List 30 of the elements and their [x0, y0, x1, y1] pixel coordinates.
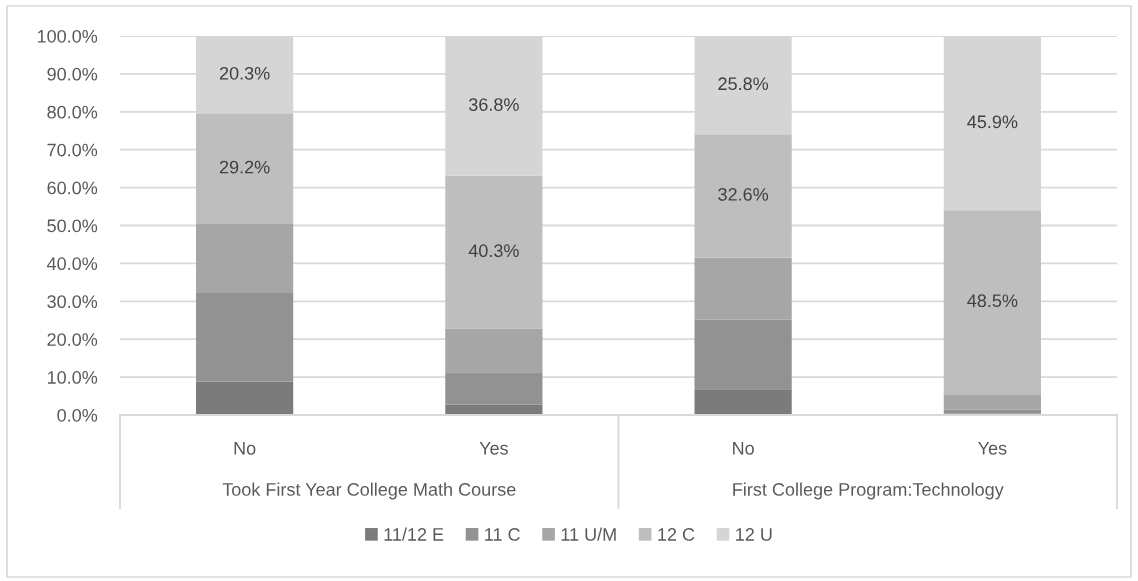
- y-tick-label: 40.0%: [47, 257, 98, 271]
- y-tick-label: 30.0%: [47, 295, 98, 309]
- text: First College Program:Technology: [733, 482, 1004, 500]
- legend-label: 12 C: [658, 528, 695, 541]
- y-tick-label: 20.0%: [47, 333, 98, 346]
- legend-label: 11 U/M: [561, 527, 616, 541]
- y-tick-label: 100.0%: [37, 29, 98, 43]
- x-tick-label: No: [234, 442, 256, 455]
- data-label: 32.6%: [718, 188, 769, 201]
- legend-label: 11/12 E: [384, 527, 444, 541]
- legend-label: 12 U: [736, 528, 772, 541]
- x-tick-label: Yes: [479, 442, 508, 455]
- y-tick-label: 0.0%: [57, 408, 98, 422]
- y-tick-label: 80.0%: [47, 105, 98, 119]
- data-label: 20.3%: [219, 66, 270, 80]
- x-tick-label: Yes: [978, 442, 1007, 455]
- data-label: 25.8%: [718, 77, 769, 91]
- text: Took First Year College Math Course: [222, 482, 516, 500]
- y-tick-label: 50.0%: [47, 219, 98, 233]
- data-label: 40.3%: [468, 244, 519, 258]
- data-label: 36.8%: [468, 98, 519, 111]
- data-label: 48.5%: [967, 294, 1018, 308]
- y-tick-label: 70.0%: [47, 143, 98, 157]
- x-tick-label: No: [733, 442, 754, 455]
- y-tick-label: 10.0%: [47, 371, 98, 384]
- y-tick-label: 90.0%: [47, 67, 98, 81]
- legend-label: 11 C: [485, 528, 520, 541]
- data-label: 29.2%: [219, 160, 270, 174]
- data-label: 45.9%: [967, 115, 1018, 129]
- y-tick-label: 60.0%: [47, 181, 98, 195]
